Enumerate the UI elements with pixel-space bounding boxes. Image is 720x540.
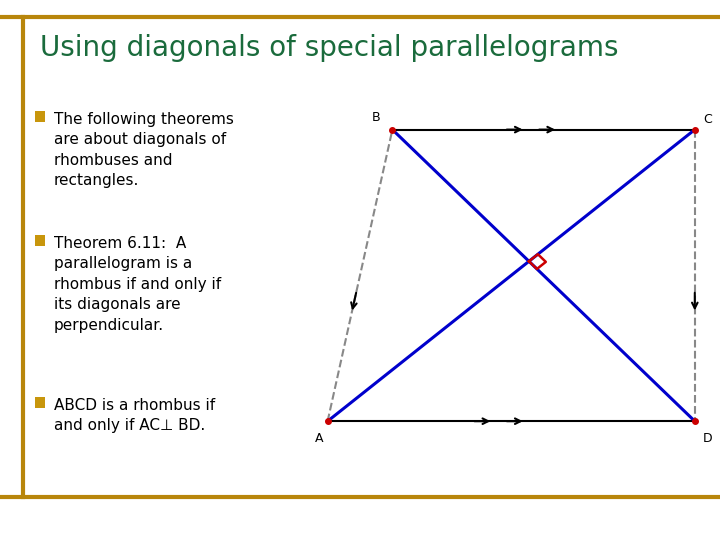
Bar [35,235,45,246]
Text: A: A [315,432,323,445]
Text: ABCD is a rhombus if
and only if AC⊥ BD.: ABCD is a rhombus if and only if AC⊥ BD. [54,398,215,434]
Bar [35,111,45,122]
Text: The following theorems
are about diagonals of
rhombuses and
rectangles.: The following theorems are about diagona… [54,112,234,188]
Text: C: C [703,113,712,126]
Text: Theorem 6.11:  A
parallelogram is a
rhombus if and only if
its diagonals are
per: Theorem 6.11: A parallelogram is a rhomb… [54,236,221,333]
Text: D: D [703,432,713,445]
Bar [35,397,45,408]
Text: B: B [372,111,381,124]
Text: Using diagonals of special parallelograms: Using diagonals of special parallelogram… [40,33,618,62]
